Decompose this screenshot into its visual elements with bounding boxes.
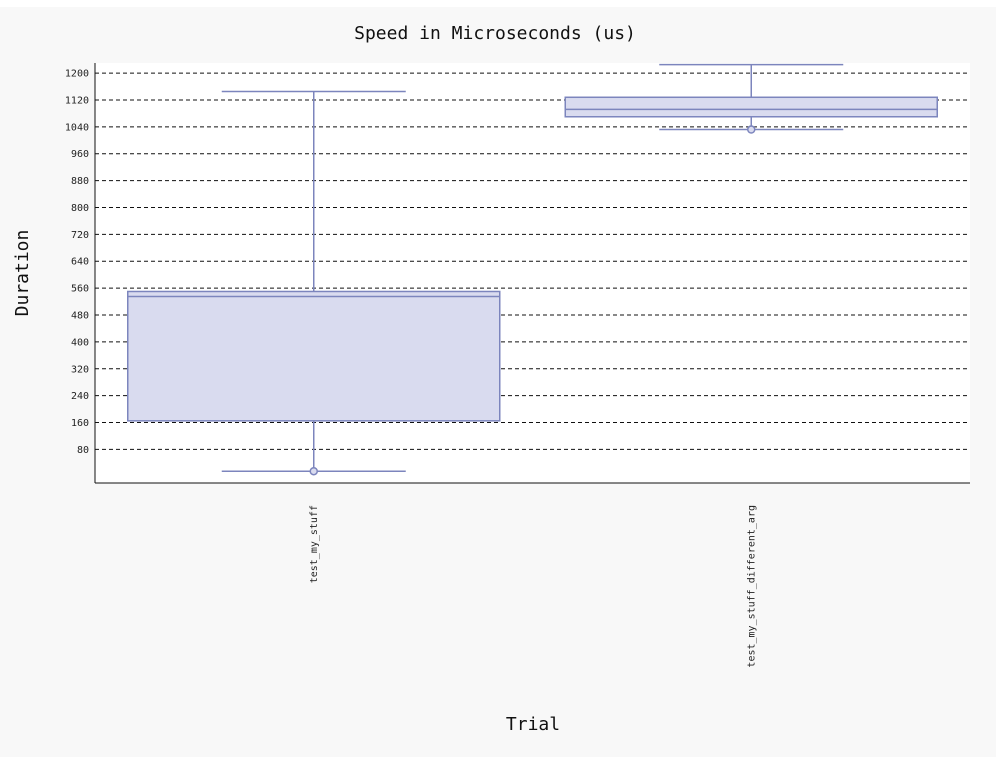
x-category-labels: test_my_stuff test_my_stuff_different_arg [309, 505, 758, 668]
y-tick-label: 560 [71, 284, 89, 295]
y-axis-title: Duration [12, 230, 33, 317]
boxes [127, 63, 938, 476]
y-tick-label: 480 [71, 311, 89, 322]
y-tick-label: 1040 [65, 122, 89, 133]
box-plot-chart: 80 160 240 320 400 480 560 640 720 800 880 960 1040 1… [12, 23, 970, 735]
box-iqr [564, 96, 938, 118]
axes [94, 63, 970, 484]
y-tick-label: 1200 [65, 69, 89, 80]
y-tick-label: 800 [71, 203, 89, 214]
y-tick-label: 640 [71, 257, 89, 268]
outlier-point [747, 125, 756, 134]
y-tick-label: 1120 [65, 95, 89, 106]
y-tick-label: 960 [71, 149, 89, 160]
box-series-2 [564, 63, 938, 134]
x-category-label: test_my_stuff [309, 505, 320, 583]
x-axis-title: Trial [506, 714, 560, 735]
y-tick-label: 720 [71, 230, 89, 241]
box-iqr [127, 290, 501, 422]
outlier-point [309, 466, 318, 476]
y-tick-label: 880 [71, 176, 89, 187]
y-tick-labels: 80 160 240 320 400 480 560 640 720 800 880 960 1040 1… [65, 69, 89, 456]
y-tick-label: 400 [71, 337, 89, 348]
grid-lines [95, 72, 970, 450]
y-tick-label: 320 [71, 364, 89, 375]
y-tick-label: 80 [77, 445, 89, 456]
y-tick-label: 160 [71, 418, 89, 429]
chart-background: 80 160 240 320 400 480 560 640 720 800 880 960 1040 1… [0, 7, 996, 757]
box-series-1 [127, 90, 501, 476]
chart-title: Speed in Microseconds (us) [354, 23, 636, 44]
y-tick-label: 240 [71, 391, 89, 402]
x-category-label: test_my_stuff_different_arg [746, 505, 757, 668]
